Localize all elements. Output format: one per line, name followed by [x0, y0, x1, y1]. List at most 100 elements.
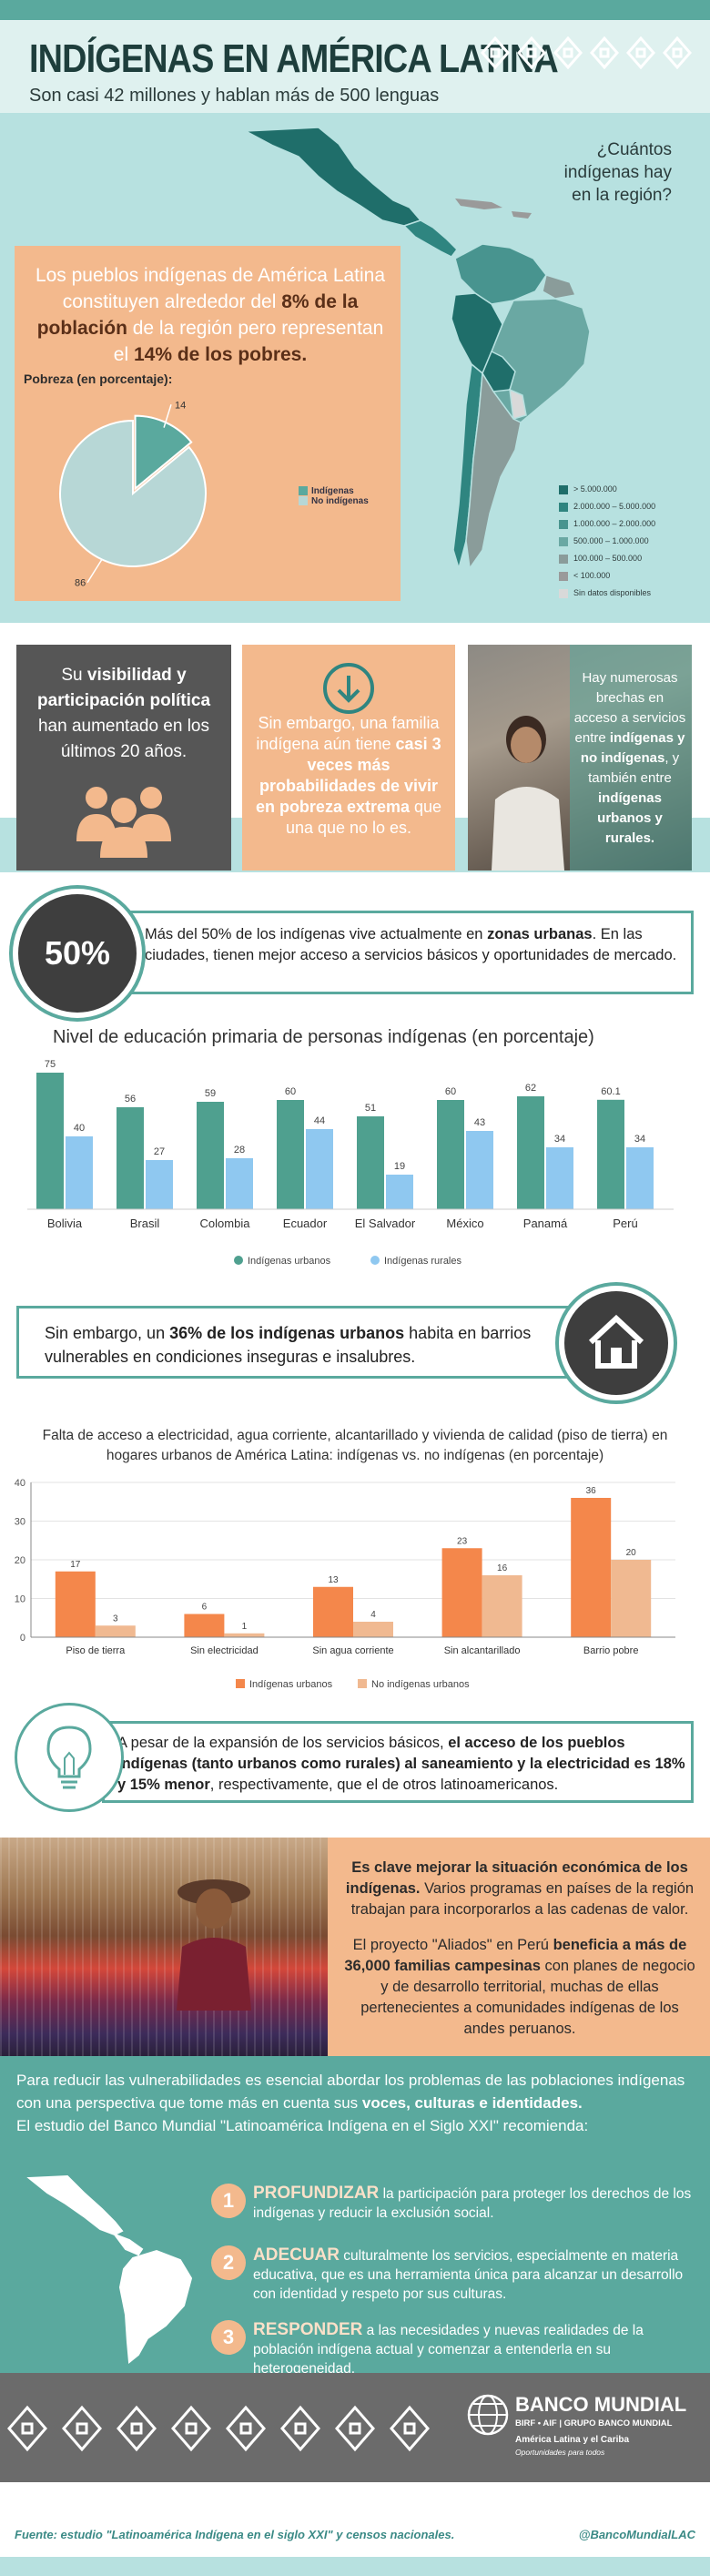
footer-band [0, 2373, 710, 2482]
services-legend-marker [358, 1679, 367, 1688]
services-bar [55, 1571, 96, 1637]
services-bar-value: 3 [113, 1614, 118, 1624]
recommendation-head: ADECUAR [253, 2245, 340, 2265]
pie-legend-indigenous: Indígenas [299, 486, 369, 496]
education-bar [597, 1099, 624, 1209]
education-bar-value: 56 [125, 1094, 136, 1105]
services-bar [482, 1575, 522, 1637]
services-bar-value: 20 [626, 1548, 637, 1558]
services-category-label: Barrio pobre [583, 1645, 639, 1656]
education-bar-value: 60 [285, 1086, 296, 1097]
urban-box: Más del 50% de los indígenas vive actual… [84, 911, 694, 994]
pie-slice [134, 414, 193, 491]
map-legend-swatch [559, 484, 568, 494]
house-badge [559, 1286, 674, 1400]
education-bar-value: 62 [525, 1083, 536, 1094]
extreme-poverty-card: Sin embargo, una familia indígena aún ti… [242, 645, 455, 871]
education-bar-value: 75 [45, 1059, 56, 1070]
services-category-label: Piso de tierra [66, 1645, 126, 1656]
recommendation-item: PROFUNDIZAR la participación para proteg… [253, 2184, 694, 2223]
education-bar [386, 1175, 413, 1209]
services-bar-value: 17 [70, 1560, 81, 1570]
education-bar-value: 27 [154, 1146, 165, 1157]
education-legend-label: Indígenas rurales [384, 1256, 462, 1267]
education-category-label: Perú [613, 1217, 637, 1230]
pie-legend: Indígenas No indígenas [299, 486, 369, 506]
map-legend-label: < 100.000 [573, 571, 611, 580]
education-bar-value: 43 [474, 1117, 485, 1128]
map-legend-swatch [559, 554, 568, 564]
map-legend-label: 100.000 – 500.000 [573, 554, 643, 563]
map-legend-item: 500.000 – 1.000.000 [559, 533, 655, 550]
services-bar-value: 1 [242, 1622, 248, 1632]
education-bar [437, 1100, 464, 1209]
map-section: ¿Cuántos indígenas hay en la región? > 5… [0, 113, 710, 623]
latin-america-map [243, 127, 591, 571]
map-central-america [402, 219, 458, 258]
map-legend-item: < 100.000 [559, 567, 655, 585]
recommendation-text: culturalmente los servicios, especialmen… [253, 2248, 684, 2302]
services-category-label: Sin alcantarillado [444, 1645, 521, 1656]
map-legend-label: > 5.000.000 [573, 484, 617, 494]
map-legend-item: Sin datos disponibles [559, 585, 655, 602]
economy-text: Es clave mejorar la situación económica … [344, 1859, 695, 2037]
services-ytick: 40 [15, 1478, 25, 1489]
twitter-handle[interactable]: @BancoMundialLAC [578, 2528, 695, 2541]
services-bar-value: 23 [457, 1536, 468, 1546]
pie-leader-line [163, 404, 172, 428]
services-legend-label: Indígenas urbanos [249, 1679, 333, 1690]
services-bar [353, 1622, 393, 1637]
services-ytick: 20 [15, 1555, 25, 1566]
recommendation-number: 2 [211, 2245, 246, 2280]
person-photo [492, 716, 564, 871]
education-bar-value: 60 [445, 1086, 456, 1097]
pie-value-label: 14 [175, 400, 186, 411]
services-bar-value: 6 [202, 1603, 208, 1613]
house-icon [588, 1314, 644, 1369]
bulb-badge [15, 1703, 124, 1812]
education-bar-value: 28 [234, 1145, 245, 1156]
poverty-card: Los pueblos indígenas de América Latina … [15, 246, 401, 601]
world-bank-logo: BANCO MUNDIAL BIRF • AIF | GRUPO BANCO M… [466, 2388, 694, 2469]
recommendations-section [0, 2056, 710, 2373]
education-bar [277, 1100, 304, 1209]
services-bar [571, 1498, 612, 1637]
education-bar-value: 59 [205, 1088, 216, 1099]
map-legend-item: 1.000.000 – 2.000.000 [559, 515, 655, 533]
map-argentina [465, 371, 522, 571]
education-bar [546, 1147, 573, 1209]
source-note: Fuente: estudio "Latinoamérica Indígena … [15, 2528, 455, 2541]
education-category-label: Colombia [200, 1217, 251, 1230]
page-title: INDÍGENAS EN AMÉRICA LATINA [29, 36, 559, 81]
education-category-label: Bolivia [47, 1217, 83, 1230]
latin-america-outline-icon [26, 2174, 193, 2364]
services-bar [441, 1548, 482, 1637]
recommendation-head: PROFUNDIZAR [253, 2184, 380, 2203]
recommendations-intro: Para reducir las vulnerabilidades es ese… [16, 2072, 685, 2134]
map-colombia-venezuela [454, 243, 547, 305]
education-category-label: Ecuador [283, 1217, 328, 1230]
education-bar [517, 1096, 544, 1209]
recommendation-item: ADECUAR culturalmente los servicios, esp… [253, 2245, 694, 2304]
education-bar [117, 1107, 144, 1209]
recommendation-text: la participación para proteger los derec… [253, 2186, 692, 2221]
services-bar [95, 1625, 136, 1637]
services-category-label: Sin agua corriente [312, 1645, 393, 1656]
services-legend-label: No indígenas urbanos [371, 1679, 470, 1690]
education-bar-value: 34 [634, 1134, 645, 1145]
education-bar-value: 44 [314, 1115, 325, 1126]
services-bar-value: 13 [328, 1575, 339, 1585]
services-bar-value: 16 [497, 1563, 508, 1573]
education-bar [226, 1158, 253, 1209]
education-category-label: Panamá [523, 1217, 568, 1230]
weaver-photo [0, 1838, 328, 2056]
education-bar-chart: 75 40 Bolivia 56 27 Brasil 59 28 Colombia 60 44 Ecu… [27, 1059, 674, 1267]
vulnerable-box: Sin embargo, un 36% de los indígenas urb… [16, 1306, 617, 1379]
education-bar-value: 60.1 [601, 1086, 620, 1097]
map-legend-swatch [559, 519, 568, 529]
services-bar [224, 1633, 265, 1637]
services-bar [313, 1586, 353, 1637]
map-legend-swatch [559, 588, 568, 598]
top-accent-bar [0, 0, 710, 20]
education-chart-title: Nivel de educación primaria de personas … [53, 1027, 594, 1047]
